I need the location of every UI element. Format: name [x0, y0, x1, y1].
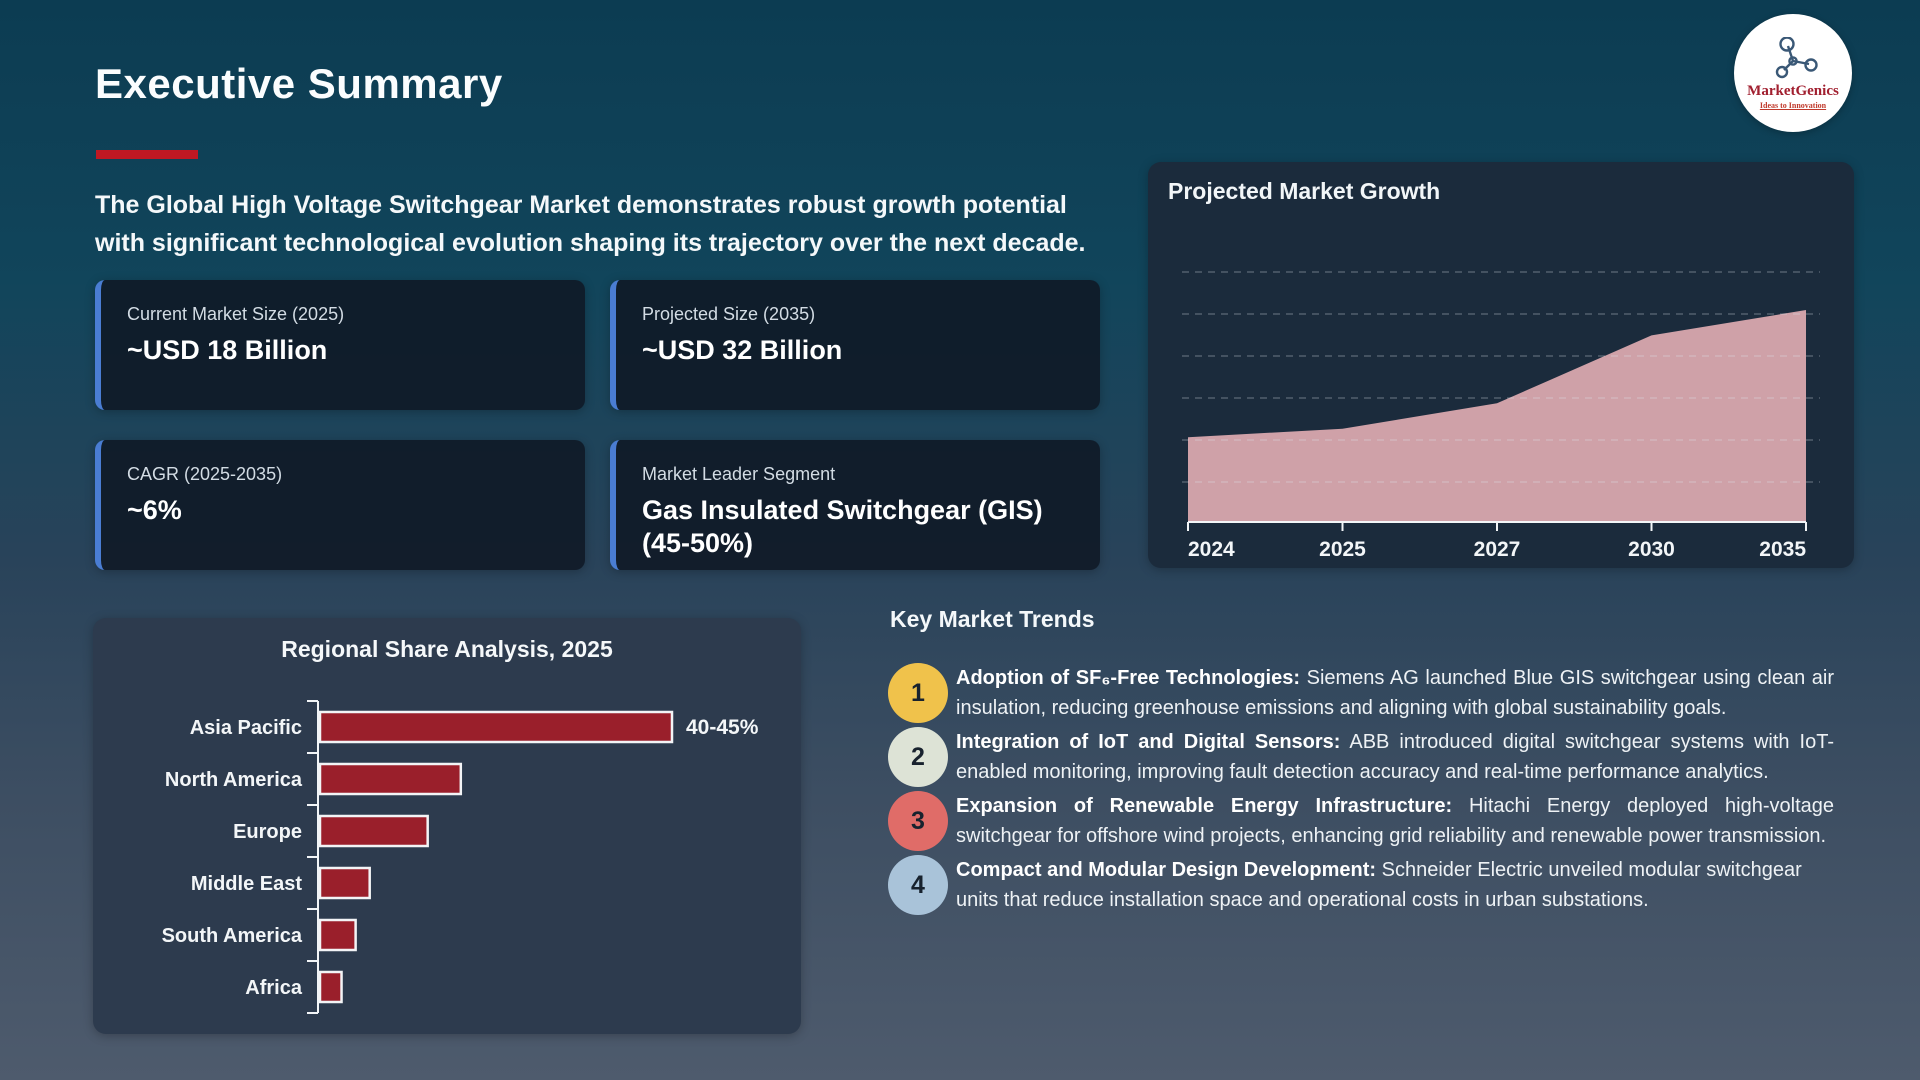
brand-name: MarketGenics	[1747, 82, 1839, 99]
trend-title: Compact and Modular Design Development:	[956, 859, 1377, 881]
svg-text:2027: 2027	[1474, 538, 1521, 561]
trend-body: ABB introduced digital switchgear system…	[956, 731, 1834, 783]
svg-text:South America: South America	[162, 925, 303, 947]
stat-label: Projected Size (2035)	[642, 304, 816, 324]
stat-card-cagr: CAGR (2025-2035) ~6%	[95, 440, 585, 570]
intro-line-1: The Global High Voltage Switchgear Marke…	[95, 191, 1067, 219]
trend-title: Adoption of SF₆-Free Technologies:	[956, 667, 1301, 689]
page-title: Executive Summary	[95, 60, 503, 107]
stat-card-current-size: Current Market Size (2025) ~USD 18 Billi…	[95, 280, 585, 410]
trend-title: Expansion of Renewable Energy Infrastruc…	[956, 795, 1453, 817]
growth-area-chart: 2024 2025 2027 2030 2035	[1182, 271, 1820, 561]
trends-section: Key Market Trends 1 Adoption of SF₆-Free…	[888, 606, 1834, 919]
trend-number-badge: 2	[888, 727, 948, 787]
stat-card-projected-size: Projected Size (2035) ~USD 32 Billion	[610, 280, 1100, 410]
growth-chart-title: Projected Market Growth	[1168, 178, 1441, 204]
brand-tagline: Ideas to Innovation	[1759, 100, 1827, 110]
trend-text: Expansion of Renewable Energy Infrastruc…	[956, 791, 1834, 851]
molecule-icon	[1775, 36, 1818, 78]
trend-body: Schneider Electric unveiled modular swit…	[956, 859, 1802, 911]
stat-value: Gas Insulated Switchgear (GIS) (45-50%)	[642, 495, 1043, 558]
trend-text: Compact and Modular Design Development: …	[956, 855, 1834, 915]
intro-text: The Global High Voltage Switchgear Marke…	[95, 186, 1095, 262]
svg-text:Africa: Africa	[245, 977, 303, 999]
trend-title: Integration of IoT and Digital Sensors:	[956, 731, 1341, 753]
title-underline	[96, 150, 198, 159]
svg-text:2024: 2024	[1188, 538, 1235, 561]
stat-value: ~USD 32 Billion	[642, 335, 843, 365]
trend-number-badge: 4	[888, 855, 948, 915]
svg-text:40-45%: 40-45%	[686, 716, 759, 739]
regional-panel: Regional Share Analysis, 2025 Asia Pacif…	[93, 618, 801, 1034]
svg-text:2035: 2035	[1759, 538, 1806, 561]
trend-number-badge: 3	[888, 791, 948, 851]
regional-bar-chart: Asia Pacific 40-45% North America Europe Mid…	[162, 700, 759, 1014]
trend-text: Integration of IoT and Digital Sensors: …	[956, 727, 1834, 787]
trend-number-badge: 1	[888, 663, 948, 723]
trend-text: Adoption of SF₆-Free Technologies: Sieme…	[956, 663, 1834, 723]
trend-item: 1 Adoption of SF₆-Free Technologies: Sie…	[888, 663, 1834, 723]
trend-item: 4 Compact and Modular Design Development…	[888, 855, 1834, 915]
trends-heading: Key Market Trends	[890, 606, 1095, 632]
trend-body: Hitachi Energy deployed high-voltage swi…	[956, 795, 1834, 847]
svg-text:Middle East: Middle East	[191, 873, 302, 895]
stat-label: Current Market Size (2025)	[127, 304, 345, 324]
stat-value: ~6%	[127, 495, 182, 525]
trend-item: 2 Integration of IoT and Digital Sensors…	[888, 727, 1834, 787]
growth-panel: Projected Market Growth 2024 2025 2027 2030…	[1148, 162, 1854, 568]
svg-text:2030: 2030	[1628, 538, 1675, 561]
brand-logo: MarketGenics Ideas to Innovation	[1734, 14, 1852, 132]
svg-text:Asia Pacific: Asia Pacific	[190, 717, 302, 739]
trend-item: 3 Expansion of Renewable Energy Infrastr…	[888, 791, 1834, 851]
trend-list: 1 Adoption of SF₆-Free Technologies: Sie…	[888, 663, 1834, 915]
svg-text:North America: North America	[165, 769, 303, 791]
intro-line-2: with significant technological evolution…	[95, 229, 1086, 257]
stat-card-leader-segment: Market Leader Segment Gas Insulated Swit…	[610, 440, 1100, 570]
regional-chart-title: Regional Share Analysis, 2025	[281, 636, 613, 662]
stat-label: CAGR (2025-2035)	[127, 464, 283, 484]
svg-text:2025: 2025	[1319, 538, 1366, 561]
trend-body: Siemens AG launched Blue GIS switchgear …	[956, 667, 1834, 719]
stat-value: ~USD 18 Billion	[127, 335, 328, 365]
stat-label: Market Leader Segment	[642, 464, 836, 484]
svg-text:Europe: Europe	[233, 821, 302, 843]
